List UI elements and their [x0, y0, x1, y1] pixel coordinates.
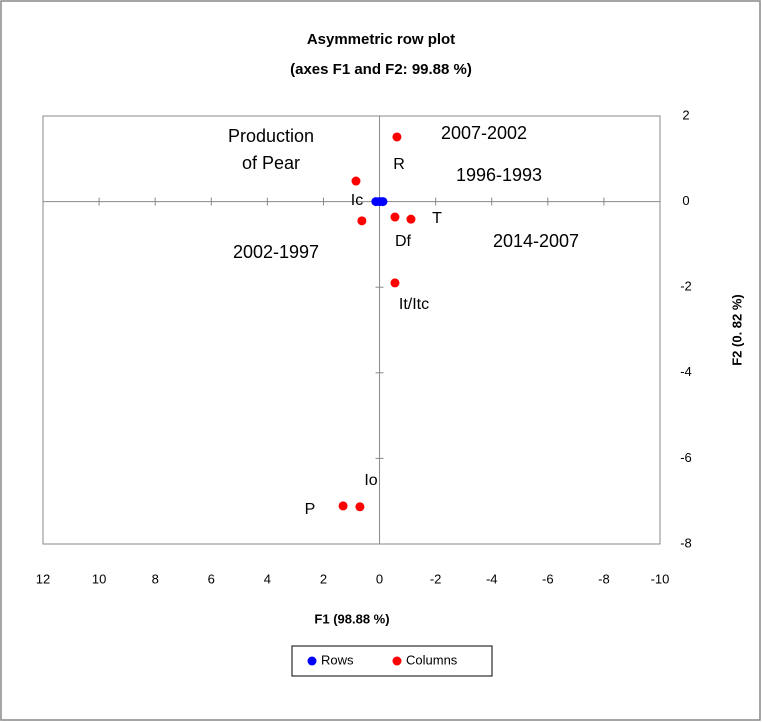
y-tick-label: -2	[680, 279, 692, 294]
point-label: R	[393, 156, 405, 173]
x-tick-label: -6	[542, 571, 554, 586]
x-tick-label: -10	[651, 571, 670, 586]
point-label: Io	[364, 472, 377, 489]
point	[355, 502, 365, 512]
point-label: T	[432, 210, 442, 227]
annotation: of Pear	[242, 153, 300, 173]
x-tick-label: -8	[598, 571, 610, 586]
x-tick-label: 12	[36, 571, 50, 586]
y-tick-label: -8	[680, 535, 692, 550]
x-tick-label: -4	[486, 571, 498, 586]
annotation: 2014-2007	[493, 231, 579, 251]
legend-box	[291, 645, 493, 677]
point-label: Ic	[351, 192, 363, 209]
chart-title: Asymmetric row plot	[307, 31, 455, 48]
y-axis-label: F2 (0. 82 %)	[729, 294, 744, 366]
y-tick-label: -6	[680, 450, 692, 465]
annotation: 1996-1993	[456, 165, 542, 185]
legend-label: Rows	[321, 652, 354, 667]
annotation: Production	[228, 126, 314, 146]
point	[390, 212, 400, 222]
annotation: 2002-1997	[233, 242, 319, 262]
point	[351, 176, 361, 186]
y-tick-label: 2	[682, 107, 689, 122]
x-tick-label: 6	[208, 571, 215, 586]
x-tick-label: 2	[320, 571, 327, 586]
point	[390, 278, 400, 288]
chart-subtitle: (axes F1 and F2: 99.88 %)	[290, 61, 472, 78]
point-label: Df	[395, 233, 412, 250]
x-axis-label: F1 (98.88 %)	[314, 611, 389, 626]
legend-marker	[392, 656, 402, 666]
x-tick-label: 0	[376, 571, 383, 586]
legend-marker	[307, 656, 317, 666]
x-tick-label: 8	[152, 571, 159, 586]
x-tick-label: 4	[264, 571, 271, 586]
annotation: 2007-2002	[441, 123, 527, 143]
point	[338, 501, 348, 511]
point-label: P	[305, 501, 316, 518]
x-tick-label: 10	[92, 571, 106, 586]
legend-label: Columns	[406, 652, 458, 667]
y-tick-label: 0	[682, 193, 689, 208]
point-label: It/Itc	[399, 296, 429, 313]
point	[378, 197, 388, 207]
x-tick-label: -2	[430, 571, 442, 586]
plot-area	[42, 115, 661, 545]
point	[357, 216, 367, 226]
y-tick-label: -4	[680, 364, 692, 379]
point	[406, 214, 416, 224]
point	[392, 132, 402, 142]
